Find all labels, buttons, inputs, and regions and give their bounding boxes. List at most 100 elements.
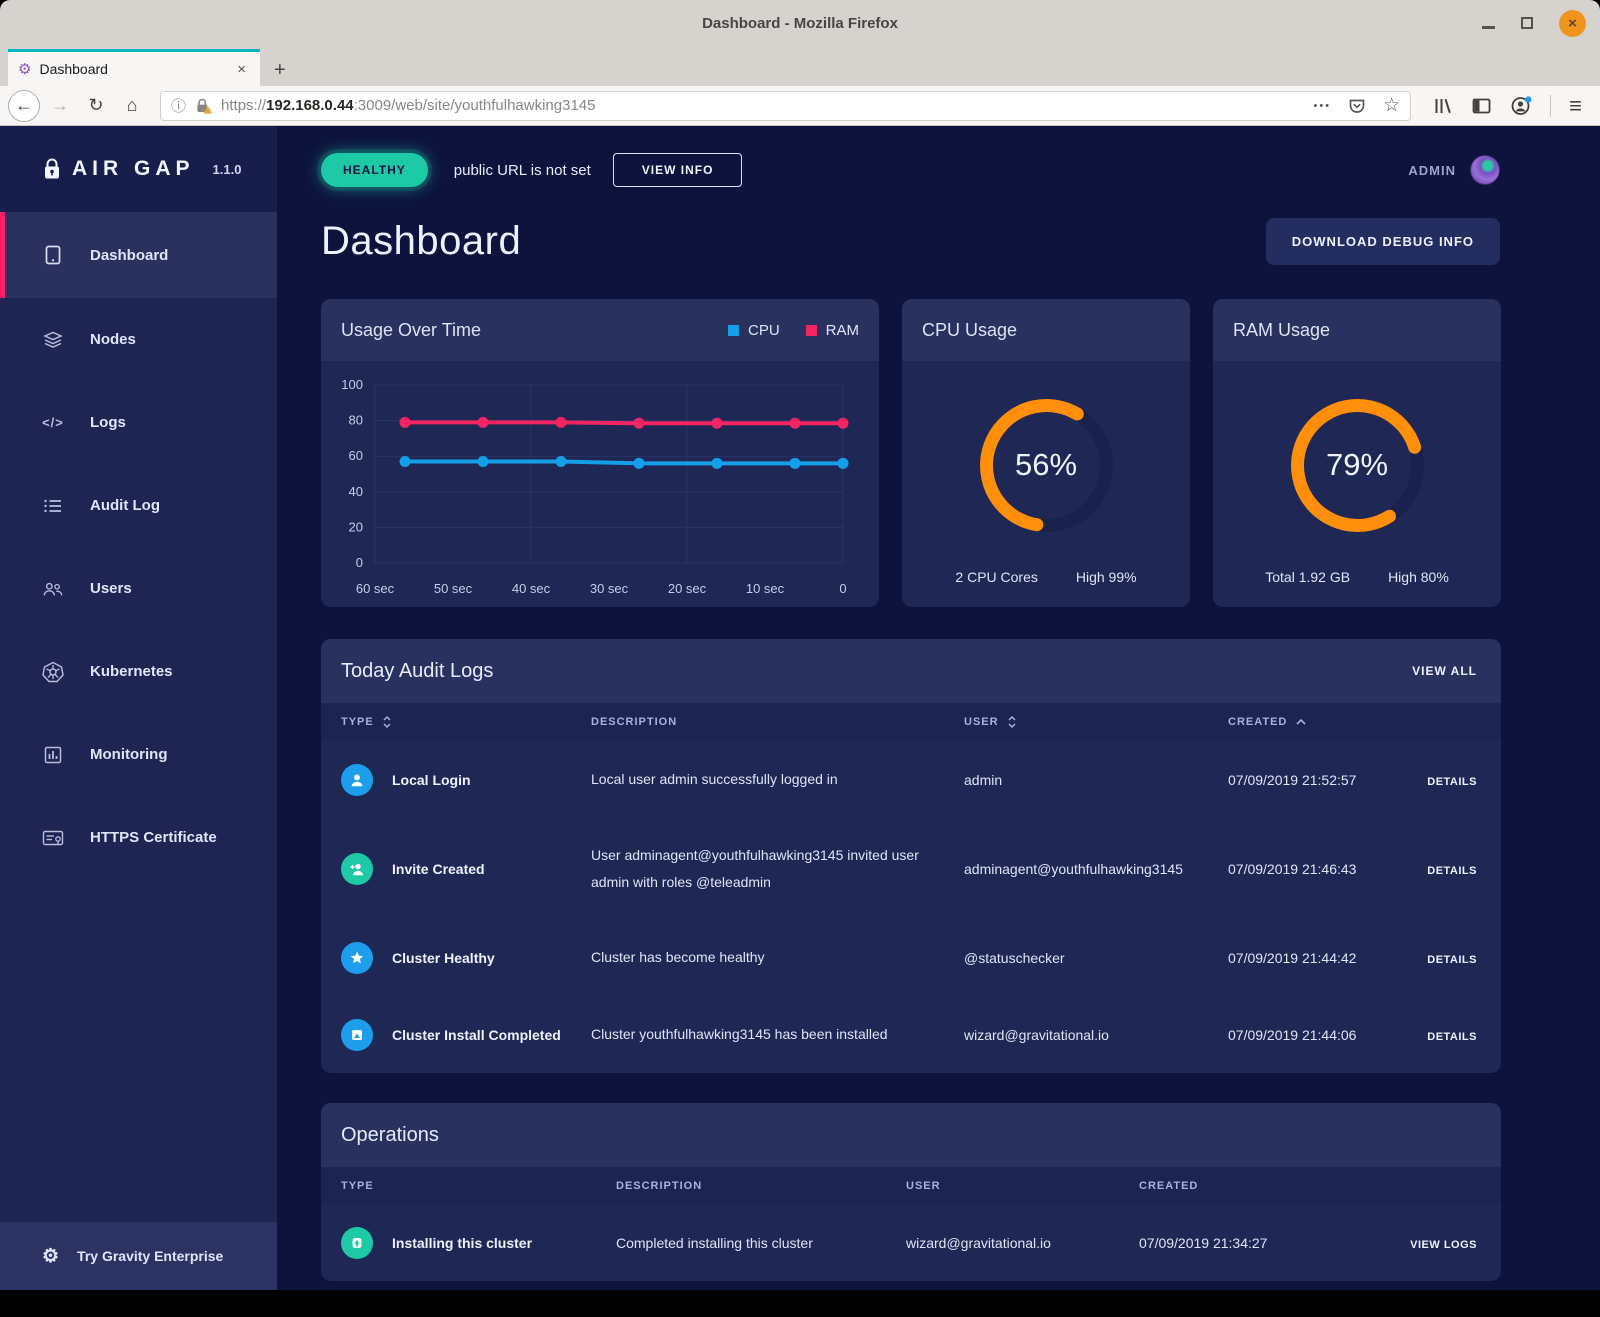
- audit-col-created[interactable]: CREATED: [1228, 716, 1421, 728]
- cpu-legend-label: CPU: [747, 321, 780, 339]
- ram-high-label: High 80%: [1388, 569, 1449, 585]
- usage-line-chart: 0 20 40 60 80 100 60 sec 50 sec 40 sec 30 sec 20 s…: [341, 377, 849, 596]
- svg-text:30 sec: 30 sec: [590, 581, 629, 596]
- ops-type: Installing this cluster: [392, 1235, 533, 1251]
- audit-col-user[interactable]: USER: [964, 715, 1228, 729]
- page-actions-icon[interactable]: •••: [1313, 99, 1332, 112]
- audit-user: admin: [964, 772, 1003, 788]
- sidebar-toggle-icon[interactable]: [1471, 96, 1492, 116]
- reload-button[interactable]: ↻: [88, 95, 104, 115]
- window-controls: ×: [1482, 0, 1586, 46]
- svg-text:60 sec: 60 sec: [356, 581, 395, 596]
- maximize-button[interactable]: [1521, 17, 1533, 29]
- svg-text:100: 100: [341, 377, 363, 392]
- menu-hamburger-icon[interactable]: ≡: [1569, 92, 1582, 118]
- audit-col-description: DESCRIPTION: [591, 716, 678, 728]
- cpu-high-label: High 99%: [1075, 569, 1137, 585]
- url-text[interactable]: https://192.168.0.44:3009/web/site/youth…: [221, 97, 1306, 114]
- legend-ram: RAM: [805, 322, 859, 339]
- sidebar-item-label: Nodes: [90, 331, 136, 348]
- svg-text:60: 60: [349, 448, 363, 463]
- audit-created: 07/09/2019 21:44:06: [1228, 1027, 1357, 1043]
- user-menu[interactable]: ADMIN: [1408, 155, 1500, 185]
- operations-card-header: Operations: [321, 1103, 1501, 1167]
- ram-percent-value: 79%: [1325, 447, 1389, 482]
- account-icon[interactable]: [1510, 95, 1532, 117]
- insecure-lock-icon[interactable]: [194, 97, 213, 115]
- logo-text: AIR GAP: [72, 157, 195, 180]
- audit-type: Cluster Install Completed: [392, 1027, 561, 1043]
- view-all-link[interactable]: VIEW ALL: [1412, 664, 1477, 678]
- sidebar-item-nodes[interactable]: Nodes: [0, 298, 277, 381]
- ram-total-label: Total 1.92 GB: [1265, 569, 1351, 585]
- health-status-badge: HEALTHY: [321, 153, 428, 187]
- ram-card-header: RAM Usage: [1213, 299, 1501, 361]
- url-scheme: https://: [221, 97, 267, 114]
- cpu-usage-card: CPU Usage 56% 2 CPU Cores Hi: [902, 299, 1190, 607]
- sidebar-item-label: Monitoring: [90, 746, 168, 763]
- audit-description: Cluster has become healthy: [591, 949, 765, 966]
- audit-row-local-login: Local Login Local user admin successfull…: [321, 741, 1501, 819]
- back-button[interactable]: ←: [8, 89, 40, 122]
- window-titlebar: Dashboard - Mozilla Firefox ×: [0, 0, 1600, 46]
- public-url-message: public URL is not set: [453, 161, 591, 179]
- cpu-legend-swatch: [727, 324, 739, 336]
- sidebar-item-audit-log[interactable]: Audit Log: [0, 464, 277, 547]
- usage-card-header: Usage Over Time CPU RAM: [321, 299, 879, 361]
- minimize-button[interactable]: [1482, 25, 1495, 29]
- ops-col-created: CREATED: [1139, 1180, 1199, 1192]
- svg-text:50 sec: 50 sec: [434, 581, 473, 596]
- forward-button[interactable]: →: [51, 95, 69, 115]
- download-debug-info-button[interactable]: DOWNLOAD DEBUG INFO: [1265, 218, 1500, 265]
- tab-close-icon[interactable]: ×: [237, 60, 246, 78]
- ops-col-description: DESCRIPTION: [616, 1180, 703, 1192]
- details-button[interactable]: DETAILS: [1427, 776, 1477, 788]
- pocket-icon[interactable]: [1347, 96, 1367, 116]
- new-tab-button[interactable]: +: [274, 59, 286, 81]
- url-host: 192.168.0.44: [266, 97, 354, 114]
- audit-created: 07/09/2019 21:44:42: [1228, 950, 1357, 966]
- page-title: Dashboard: [321, 219, 522, 263]
- page-info-icon[interactable]: ⓘ: [171, 98, 187, 115]
- list-icon: [42, 497, 64, 515]
- users-icon: [42, 580, 64, 598]
- view-info-button[interactable]: VIEW INFO: [612, 153, 743, 187]
- cpu-card-footer: 2 CPU Cores High 99%: [902, 569, 1190, 607]
- star-icon: [341, 942, 373, 974]
- certificate-icon: [42, 829, 64, 847]
- gravity-enterprise-link[interactable]: ⚙ Try Gravity Enterprise: [0, 1222, 277, 1290]
- audit-table-header: TYPE DESCRIPTION USER CREATED: [321, 703, 1501, 741]
- user-icon: [341, 764, 373, 796]
- sort-asc-icon: [1296, 718, 1306, 725]
- ram-gauge-ring: [1290, 398, 1424, 532]
- svg-text:20: 20: [349, 519, 363, 534]
- audit-col-type[interactable]: TYPE: [321, 715, 591, 729]
- url-bar[interactable]: ⓘ https://192.168.0.44:3009/web/site/you…: [160, 90, 1412, 121]
- home-button[interactable]: ⌂: [126, 95, 138, 115]
- details-button[interactable]: DETAILS: [1427, 1031, 1477, 1043]
- sidebar-item-dashboard[interactable]: Dashboard: [0, 212, 277, 298]
- bookmark-star-icon[interactable]: ☆: [1383, 95, 1401, 116]
- close-window-button[interactable]: ×: [1559, 9, 1586, 37]
- tab-dashboard[interactable]: ⚙ Dashboard ×: [8, 49, 260, 86]
- sidebar-item-users[interactable]: Users: [0, 547, 277, 630]
- avatar[interactable]: [1470, 155, 1500, 185]
- sidebar-spacer: [0, 879, 277, 1222]
- details-button[interactable]: DETAILS: [1427, 865, 1477, 877]
- cpu-gauge: 56%: [902, 361, 1190, 569]
- view-logs-button[interactable]: VIEW LOGS: [1410, 1239, 1477, 1251]
- sidebar-item-monitoring[interactable]: Monitoring: [0, 713, 277, 796]
- audit-logs-card: Today Audit Logs VIEW ALL TYPE DESCRIPTI…: [321, 639, 1501, 1073]
- audit-type: Invite Created: [392, 861, 485, 877]
- sidebar-item-kubernetes[interactable]: Kubernetes: [0, 630, 277, 713]
- tab-title: Dashboard: [39, 61, 108, 77]
- library-icon[interactable]: [1433, 96, 1453, 116]
- user-name-label: ADMIN: [1408, 162, 1456, 178]
- sidebar-item-https-certificate[interactable]: HTTPS Certificate: [0, 796, 277, 879]
- svg-text:10 sec: 10 sec: [746, 581, 785, 596]
- ops-description: Completed installing this cluster: [616, 1235, 813, 1251]
- operations-card-title: Operations: [341, 1123, 439, 1146]
- details-button[interactable]: DETAILS: [1427, 954, 1477, 966]
- sidebar-item-logs[interactable]: </> Logs: [0, 381, 277, 464]
- page-header: Dashboard DOWNLOAD DEBUG INFO: [321, 218, 1500, 265]
